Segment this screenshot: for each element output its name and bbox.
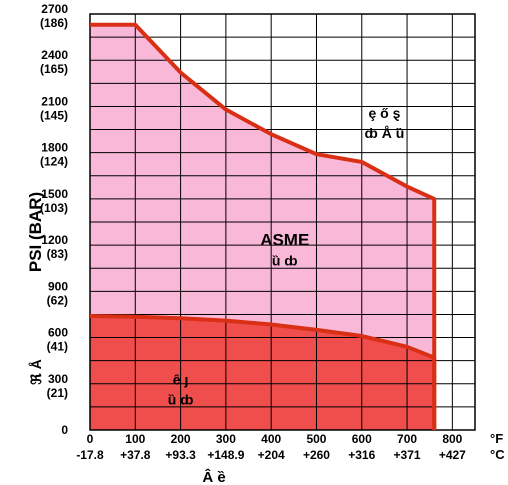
y-tick-label-bar: (62): [47, 293, 68, 307]
y-tick-label-bar: (124): [40, 155, 68, 169]
y-tick-label-bar: (103): [40, 201, 68, 215]
y-tick-label-psi: 600: [48, 326, 68, 340]
y-tick-label-bar: (83): [47, 247, 68, 261]
x-unit-c: °C: [490, 447, 505, 462]
x-tick-label-f: 100: [125, 432, 145, 446]
x-tick-label-f: 500: [306, 432, 326, 446]
region-label-asme-line2: ȕ ȸ: [272, 253, 298, 269]
x-tick-label-c: +260: [303, 448, 330, 462]
region-label-layer: ȩ ő ȿ ȸ Å ȕ ASME ȕ ȸ ȇ ȷ ȕ ȸ: [168, 105, 405, 408]
region-label-asme-line1: ASME: [260, 231, 309, 250]
y-tick-label-bar: (165): [40, 62, 68, 76]
x-tick-label-f: 400: [261, 432, 281, 446]
y-tick-label-psi: 1500: [41, 187, 68, 201]
y-axis-label-glyphs: ℜ Å: [28, 359, 44, 384]
y-tick-label-psi: 2100: [41, 94, 68, 108]
grid-layer: [89, 13, 476, 431]
y-tick-label-psi: 0: [61, 423, 68, 437]
x-tick-label-f: 700: [397, 432, 417, 446]
plot-frame: [89, 13, 476, 431]
y-tick-label-bar: (41): [47, 340, 68, 354]
x-tick-label-c: +37.8: [120, 448, 151, 462]
y-tick-label-psi: 2400: [41, 48, 68, 62]
y-tick-label-psi: 1200: [41, 233, 68, 247]
region-label-upper-line1: ȩ ő ȿ: [368, 105, 400, 121]
x-unit-f: °F: [490, 431, 503, 446]
curve-layer: [89, 22, 437, 430]
y-tick-label-psi: 900: [48, 279, 68, 293]
x-tick-label-c: -17.8: [76, 448, 104, 462]
asme-limit-curve: [90, 22, 437, 430]
x-tick-label-f: 600: [352, 432, 372, 446]
y-tick-label-bar: (21): [47, 386, 68, 400]
y-tick-label-psi: 300: [48, 372, 68, 386]
area-layer: [90, 24, 435, 430]
x-tick-label-c: +427: [439, 448, 466, 462]
x-tick-label-c: +93.3: [165, 448, 196, 462]
y-axis-label: PSI (BAR): [26, 192, 45, 272]
x-tick-label-f: 800: [442, 432, 462, 446]
x-tick-label-c: +204: [258, 448, 285, 462]
y-tick-label-psi: 2700: [41, 2, 68, 16]
x-tick-label-f: 0: [87, 432, 94, 446]
region-label-upper-line2: ȸ Å ȕ: [365, 125, 405, 141]
region-label-lower-line2: ȕ ȸ: [168, 391, 194, 407]
tick-label-layer: 0300(21)600(41)900(62)1200(83)1500(103)1…: [40, 2, 466, 462]
y-tick-label-bar: (186): [40, 16, 68, 30]
lower-limit-curve: [89, 313, 437, 430]
x-tick-label-c: +371: [394, 448, 421, 462]
x-tick-label-f: 200: [171, 432, 191, 446]
y-tick-label-bar: (145): [40, 108, 68, 122]
lower-region-fill: [90, 315, 435, 430]
region-label-lower-line1: ȇ ȷ: [173, 371, 189, 387]
x-tick-label-f: 300: [216, 432, 236, 446]
x-axis-label-glyphs: Â ȅ: [202, 468, 225, 485]
y-tick-label-psi: 1800: [41, 141, 68, 155]
x-tick-label-c: +148.9: [207, 448, 244, 462]
x-tick-label-c: +316: [348, 448, 375, 462]
